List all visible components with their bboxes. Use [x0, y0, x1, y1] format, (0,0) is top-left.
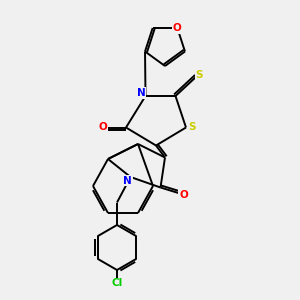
Text: S: S	[196, 70, 203, 80]
Text: O: O	[179, 190, 188, 200]
Text: O: O	[98, 122, 107, 133]
Text: O: O	[173, 23, 182, 33]
Text: Cl: Cl	[111, 278, 123, 289]
Text: N: N	[136, 88, 146, 98]
Text: S: S	[188, 122, 196, 133]
Text: N: N	[123, 176, 132, 186]
